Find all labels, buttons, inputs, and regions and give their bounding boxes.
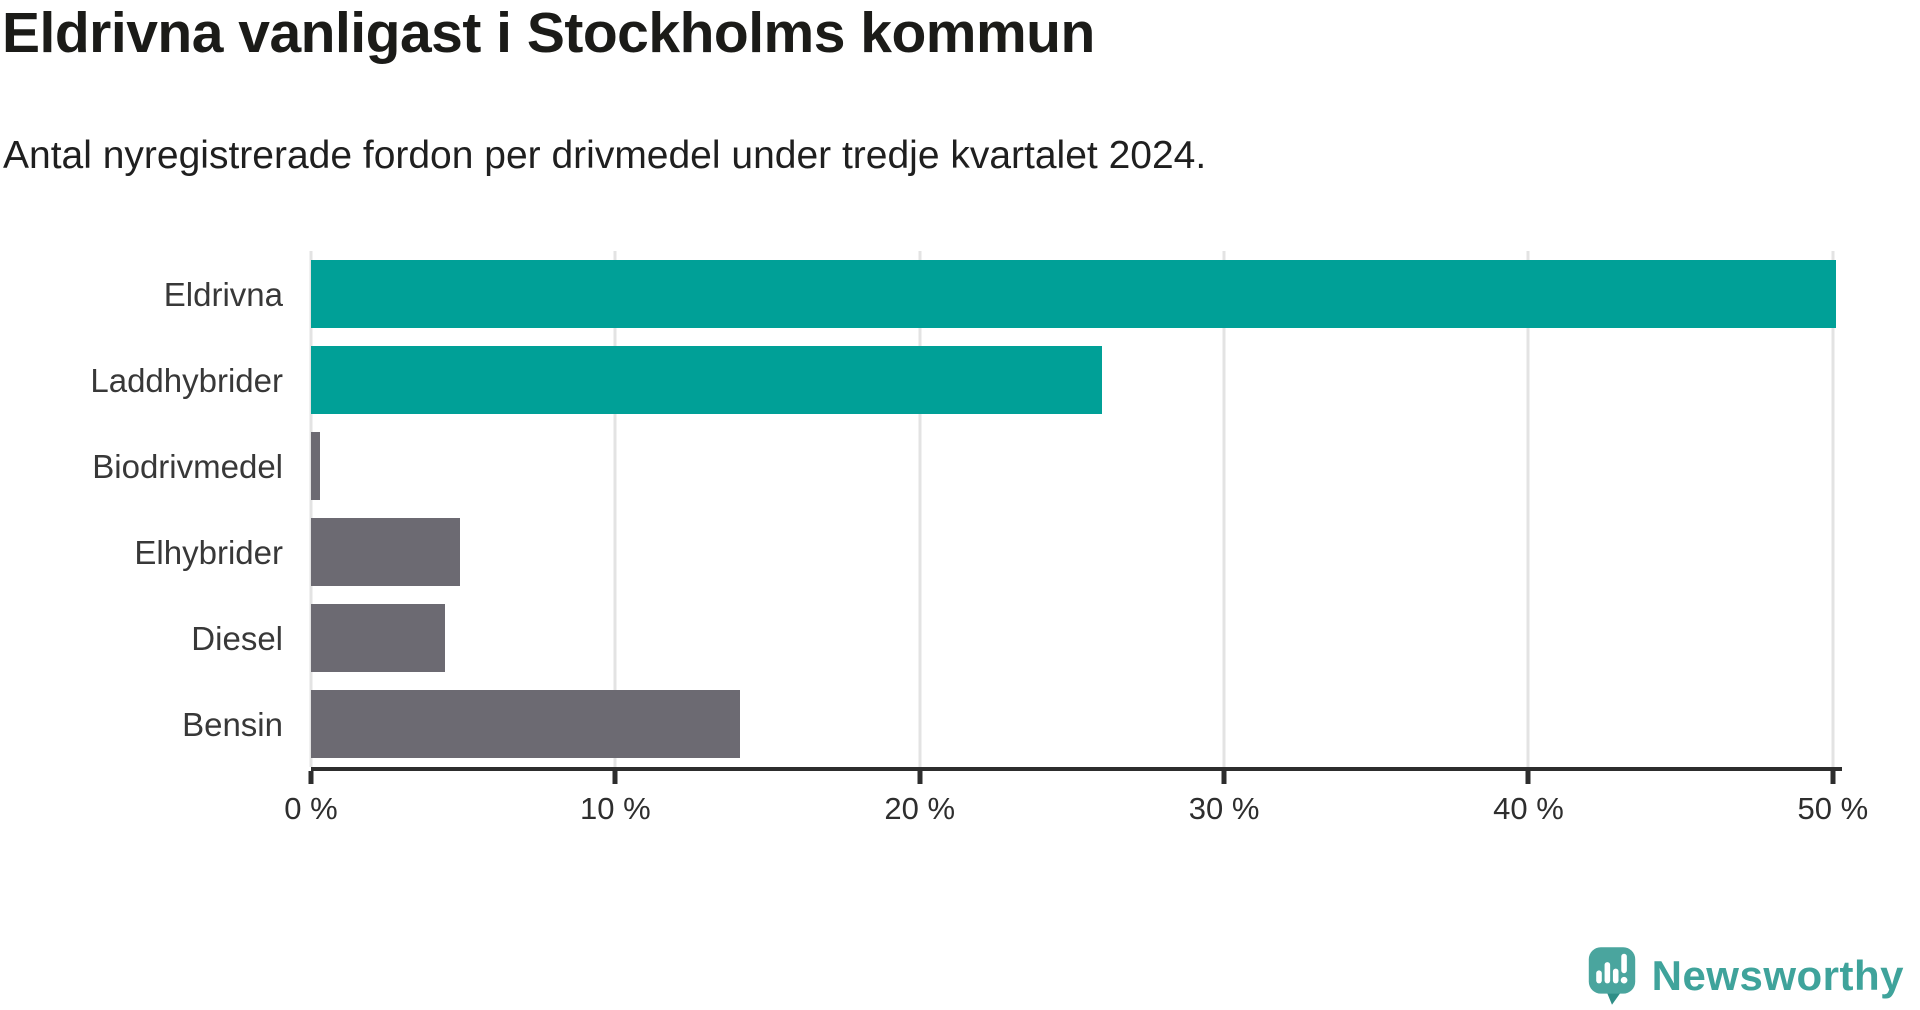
gridline-0 <box>309 251 313 767</box>
newsworthy-logo: Newsworthy <box>1586 946 1904 1006</box>
bar-eldrivna <box>311 260 1836 328</box>
gridline-30 <box>1222 251 1226 767</box>
bar-row-diesel: Diesel <box>191 595 1842 681</box>
chart-subtitle: Antal nyregistrerade fordon per drivmede… <box>3 134 1207 177</box>
gridline-20 <box>918 251 922 767</box>
bar-laddhybrider <box>311 346 1103 414</box>
tick-mark-10 <box>612 771 618 784</box>
category-label-laddhybrider: Laddhybrider <box>90 361 283 399</box>
newsworthy-pin-barchart-icon <box>1588 947 1635 1005</box>
bar-chart-plot-area: Eldrivna Laddhybrider Biodrivmedel Elhybrid… <box>90 251 1868 826</box>
gridline-10 <box>613 251 617 767</box>
category-label-elhybrider: Elhybrider <box>134 533 283 571</box>
tick-mark-40 <box>1525 771 1531 784</box>
tick-label-20: 20 % <box>884 791 956 826</box>
bar-row-elhybrider: Elhybrider <box>134 509 1842 595</box>
tick-label-30: 30 % <box>1188 791 1260 826</box>
bar-elhybrider <box>311 518 461 586</box>
tick-mark-50 <box>1830 771 1836 784</box>
tick-mark-20 <box>917 771 923 784</box>
category-label-bensin: Bensin <box>182 705 283 743</box>
category-label-eldrivna: Eldrivna <box>163 275 283 313</box>
x-axis-line <box>311 767 1842 771</box>
tick-label-0: 0 % <box>284 791 338 826</box>
tick-label-40: 40 % <box>1493 791 1564 826</box>
bar-row-biodrivmedel: Biodrivmedel <box>92 423 1842 509</box>
category-label-biodrivmedel: Biodrivmedel <box>92 447 283 485</box>
brand-name: Newsworthy <box>1651 952 1904 999</box>
gridline-40 <box>1526 251 1530 767</box>
bar-bensin <box>311 690 741 758</box>
bar-row-laddhybrider: Laddhybrider <box>90 337 1842 423</box>
bar-row-bensin: Bensin <box>182 681 1842 767</box>
bar-biodrivmedel <box>311 432 321 500</box>
tick-label-50: 50 % <box>1797 791 1869 826</box>
gridline-50 <box>1831 251 1835 767</box>
category-label-diesel: Diesel <box>191 619 283 657</box>
bar-diesel <box>311 604 445 672</box>
chart-title: Eldrivna vanligast i Stockholms kommun <box>2 1 1095 65</box>
tick-label-10: 10 % <box>580 791 651 826</box>
tick-mark-0 <box>308 771 314 784</box>
bar-row-eldrivna: Eldrivna <box>164 251 1842 337</box>
tick-mark-30 <box>1221 771 1227 784</box>
bar-rows: Eldrivna Laddhybrider Biodrivmedel Elhybrid… <box>90 251 1842 767</box>
